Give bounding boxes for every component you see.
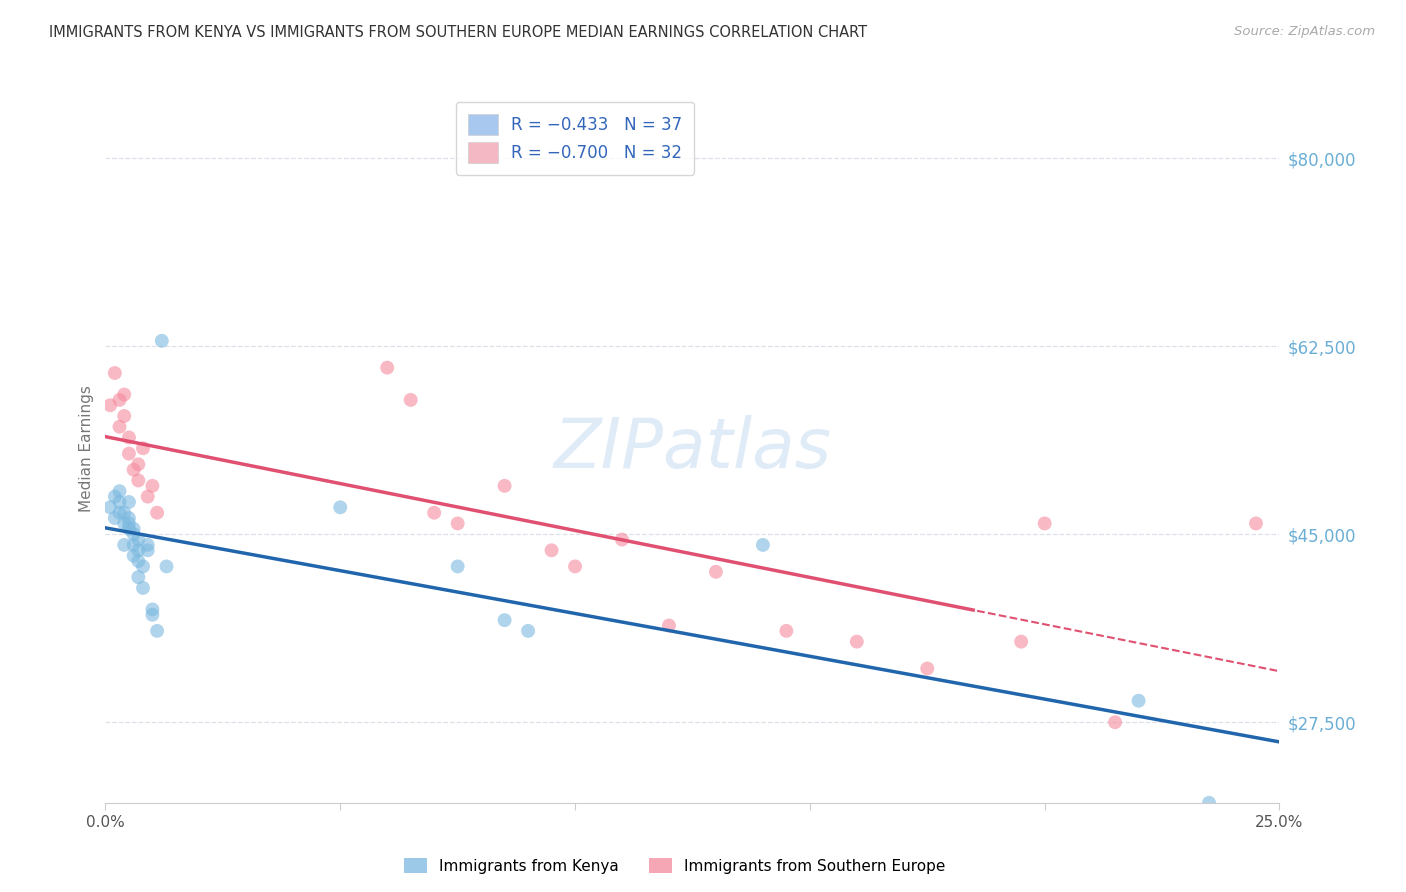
- Point: [104, 490, 127, 504]
- Point: [127, 554, 149, 568]
- Point: [104, 511, 127, 525]
- Point: [122, 549, 145, 563]
- Point: [112, 387, 135, 401]
- Text: ZIPatlas: ZIPatlas: [554, 415, 831, 482]
- Point: [108, 484, 131, 499]
- Point: [155, 559, 177, 574]
- Text: IMMIGRANTS FROM KENYA VS IMMIGRANTS FROM SOUTHERN EUROPE MEDIAN EARNINGS CORRELA: IMMIGRANTS FROM KENYA VS IMMIGRANTS FROM…: [49, 25, 868, 40]
- Point: [122, 527, 145, 541]
- Point: [146, 624, 169, 638]
- Point: [329, 500, 352, 515]
- Point: [704, 565, 727, 579]
- Y-axis label: Median Earnings: Median Earnings: [79, 384, 94, 512]
- Point: [127, 458, 149, 472]
- Point: [108, 392, 131, 407]
- Point: [118, 522, 141, 536]
- Point: [108, 419, 131, 434]
- Point: [141, 479, 163, 493]
- Point: [136, 543, 159, 558]
- Point: [150, 334, 173, 348]
- Point: [775, 624, 797, 638]
- Point: [132, 442, 155, 455]
- Legend: Immigrants from Kenya, Immigrants from Southern Europe: Immigrants from Kenya, Immigrants from S…: [398, 852, 952, 880]
- Point: [1104, 715, 1126, 730]
- Point: [127, 570, 149, 584]
- Point: [104, 366, 127, 380]
- Point: [112, 516, 135, 531]
- Point: [118, 511, 141, 525]
- Point: [98, 500, 121, 515]
- Point: [1010, 634, 1032, 648]
- Point: [122, 522, 145, 536]
- Point: [845, 634, 868, 648]
- Point: [118, 447, 141, 461]
- Point: [1198, 796, 1220, 810]
- Point: [399, 392, 422, 407]
- Point: [540, 543, 562, 558]
- Point: [610, 533, 633, 547]
- Point: [98, 398, 121, 412]
- Point: [658, 618, 681, 632]
- Point: [446, 559, 468, 574]
- Point: [127, 474, 149, 488]
- Point: [112, 538, 135, 552]
- Point: [122, 538, 145, 552]
- Point: [494, 479, 516, 493]
- Point: [141, 602, 163, 616]
- Point: [1128, 694, 1150, 708]
- Point: [517, 624, 540, 638]
- Point: [1033, 516, 1056, 531]
- Point: [136, 490, 159, 504]
- Point: [915, 661, 938, 675]
- Point: [1244, 516, 1267, 531]
- Point: [446, 516, 468, 531]
- Point: [141, 607, 163, 622]
- Point: [494, 613, 516, 627]
- Point: [108, 506, 131, 520]
- Point: [375, 360, 398, 375]
- Point: [132, 581, 155, 595]
- Legend: R = −0.433   N = 37, R = −0.700   N = 32: R = −0.433 N = 37, R = −0.700 N = 32: [456, 102, 695, 175]
- Point: [564, 559, 586, 574]
- Point: [118, 495, 141, 509]
- Point: [112, 409, 135, 423]
- Point: [146, 506, 169, 520]
- Point: [127, 543, 149, 558]
- Point: [118, 430, 141, 444]
- Point: [118, 516, 141, 531]
- Point: [112, 506, 135, 520]
- Point: [752, 538, 775, 552]
- Point: [108, 495, 131, 509]
- Point: [122, 463, 145, 477]
- Point: [132, 559, 155, 574]
- Point: [136, 538, 159, 552]
- Text: Source: ZipAtlas.com: Source: ZipAtlas.com: [1234, 25, 1375, 38]
- Point: [127, 533, 149, 547]
- Point: [423, 506, 446, 520]
